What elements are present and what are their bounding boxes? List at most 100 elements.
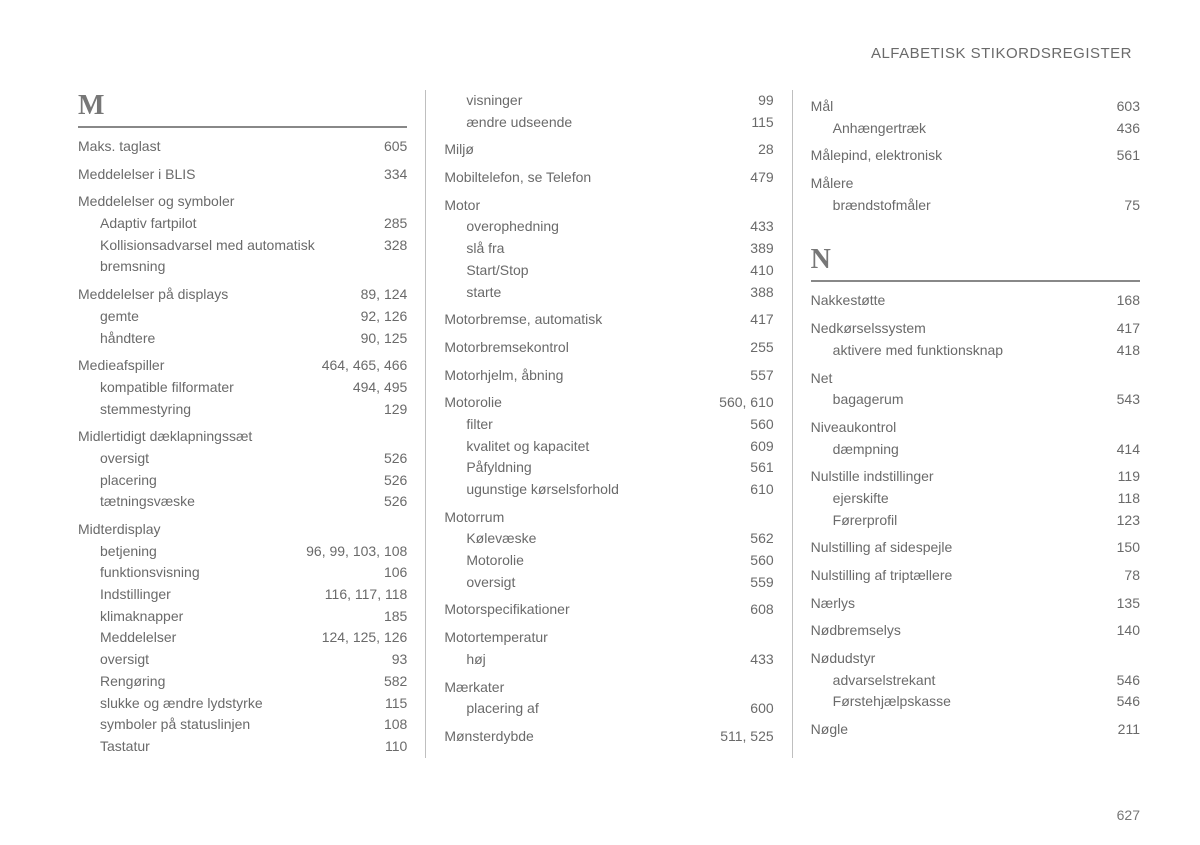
- entry-label: starte: [466, 282, 742, 304]
- entry-label: symboler på statuslinjen: [100, 714, 376, 736]
- section-letter: M: [78, 90, 407, 122]
- index-entry: Motorspecifikationer608: [444, 599, 773, 621]
- entry-pages: 93: [384, 649, 408, 671]
- entry-pages: 610: [742, 479, 773, 501]
- entry-label: Meddelelser og symboler: [78, 191, 399, 213]
- entry-label: Nulstille indstillinger: [811, 466, 1110, 488]
- entry-pages: 110: [377, 736, 407, 758]
- entry-pages: 108: [376, 714, 407, 736]
- entry-pages: 119: [1110, 466, 1140, 488]
- entry-pages: 561: [1109, 145, 1140, 167]
- entry-label: håndtere: [100, 328, 353, 350]
- entry-pages: 464, 465, 466: [314, 355, 408, 377]
- entry-pages: 511, 525: [712, 726, 773, 748]
- entry-label: oversigt: [100, 448, 376, 470]
- index-entry: Mønsterdybde511, 525: [444, 726, 773, 748]
- index-subentry: Førerprofil123: [811, 510, 1140, 532]
- index-entry: Miljø28: [444, 139, 773, 161]
- entry-pages: 479: [742, 167, 773, 189]
- entry-label: gemte: [100, 306, 353, 328]
- entry-label: filter: [466, 414, 742, 436]
- entry-label: Niveaukontrol: [811, 417, 1132, 439]
- entry-pages: 140: [1109, 620, 1140, 642]
- index-subentry: ejerskifte118: [811, 488, 1140, 510]
- entry-label: Motorbremsekontrol: [444, 337, 742, 359]
- entry-pages: 543: [1109, 389, 1140, 411]
- entry-label: Maks. taglast: [78, 136, 376, 158]
- entry-label: Midlertidigt dæklapningssæt: [78, 426, 399, 448]
- entry-pages: 559: [742, 572, 773, 594]
- index-entry: Nedkørselssystem417: [811, 318, 1140, 340]
- index-subentry: visninger99: [444, 90, 773, 112]
- index-entry: Niveaukontrol: [811, 417, 1140, 439]
- entry-label: Mønsterdybde: [444, 726, 712, 748]
- entry-pages: 608: [742, 599, 773, 621]
- index-entry: Nærlys135: [811, 593, 1140, 615]
- entry-pages: 546: [1109, 670, 1140, 692]
- entry-label: Nulstilling af triptællere: [811, 565, 1117, 587]
- entry-label: Motorbremse, automatisk: [444, 309, 742, 331]
- entry-pages: 99: [750, 90, 774, 112]
- entry-pages: 255: [742, 337, 773, 359]
- entry-label: ændre udseende: [466, 112, 743, 134]
- entry-pages: 211: [1110, 719, 1140, 741]
- index-entry: Motorrum: [444, 507, 773, 529]
- index-entry: Motorbremse, automatisk417: [444, 309, 773, 331]
- index-entry: Nødbremselys140: [811, 620, 1140, 642]
- entry-pages: 116, 117, 118: [317, 584, 408, 606]
- index-entry: Motorbremsekontrol255: [444, 337, 773, 359]
- section-rule: [78, 126, 407, 128]
- index-column: Mål603Anhængertræk436Målepind, elektroni…: [792, 90, 1140, 758]
- entry-pages: 135: [1109, 593, 1140, 615]
- entry-pages: 605: [376, 136, 407, 158]
- index-subentry: oversigt559: [444, 572, 773, 594]
- entry-pages: 582: [376, 671, 407, 693]
- entry-pages: 334: [376, 164, 407, 186]
- entry-label: Net: [811, 368, 1132, 390]
- index-entry: Medieafspiller464, 465, 466: [78, 355, 407, 377]
- entry-pages: 410: [742, 260, 773, 282]
- entry-label: høj: [466, 649, 742, 671]
- entry-pages: 526: [376, 491, 407, 513]
- entry-pages: 433: [742, 649, 773, 671]
- index-subentry: oversigt93: [78, 649, 407, 671]
- entry-label: Påfyldning: [466, 457, 742, 479]
- entry-pages: 609: [742, 436, 773, 458]
- index-entry: Nakkestøtte168: [811, 290, 1140, 312]
- entry-pages: 603: [1109, 96, 1140, 118]
- entry-pages: 28: [750, 139, 774, 161]
- index-entry: Nødudstyr: [811, 648, 1140, 670]
- index-subentry: starte388: [444, 282, 773, 304]
- index-entry: Motorolie560, 610: [444, 392, 773, 414]
- index-subentry: Rengøring582: [78, 671, 407, 693]
- entry-label: Nødbremselys: [811, 620, 1109, 642]
- entry-label: Nulstilling af sidespejle: [811, 537, 1109, 559]
- index-subentry: betjening96, 99, 103, 108: [78, 541, 407, 563]
- entry-pages: 124, 125, 126: [314, 627, 408, 649]
- index-subentry: Motorolie560: [444, 550, 773, 572]
- entry-label: Meddelelser i BLIS: [78, 164, 376, 186]
- entry-label: kompatible filformater: [100, 377, 345, 399]
- index-entry: Meddelelser og symboler: [78, 191, 407, 213]
- entry-pages: 92, 126: [353, 306, 408, 328]
- entry-pages: 600: [742, 698, 773, 720]
- entry-pages: 90, 125: [353, 328, 408, 350]
- entry-label: Nøgle: [811, 719, 1110, 741]
- entry-label: Motorolie: [466, 550, 742, 572]
- index-entry: Maks. taglast605: [78, 136, 407, 158]
- index-subentry: Tastatur110: [78, 736, 407, 758]
- index-subentry: oversigt526: [78, 448, 407, 470]
- index-subentry: gemte92, 126: [78, 306, 407, 328]
- index-entry: Midterdisplay: [78, 519, 407, 541]
- index-subentry: ugunstige kørselsforhold610: [444, 479, 773, 501]
- vertical-space: [811, 216, 1140, 244]
- index-subentry: Indstillinger116, 117, 118: [78, 584, 407, 606]
- index-subentry: Meddelelser124, 125, 126: [78, 627, 407, 649]
- entry-label: stemmestyring: [100, 399, 376, 421]
- entry-label: Miljø: [444, 139, 750, 161]
- entry-label: Kollisionsadvarsel med automatisk bremsn…: [100, 235, 376, 278]
- index-entry: Mobiltelefon, se Telefon479: [444, 167, 773, 189]
- index-entry: Motortemperatur: [444, 627, 773, 649]
- entry-label: Indstillinger: [100, 584, 317, 606]
- entry-pages: 106: [376, 562, 407, 584]
